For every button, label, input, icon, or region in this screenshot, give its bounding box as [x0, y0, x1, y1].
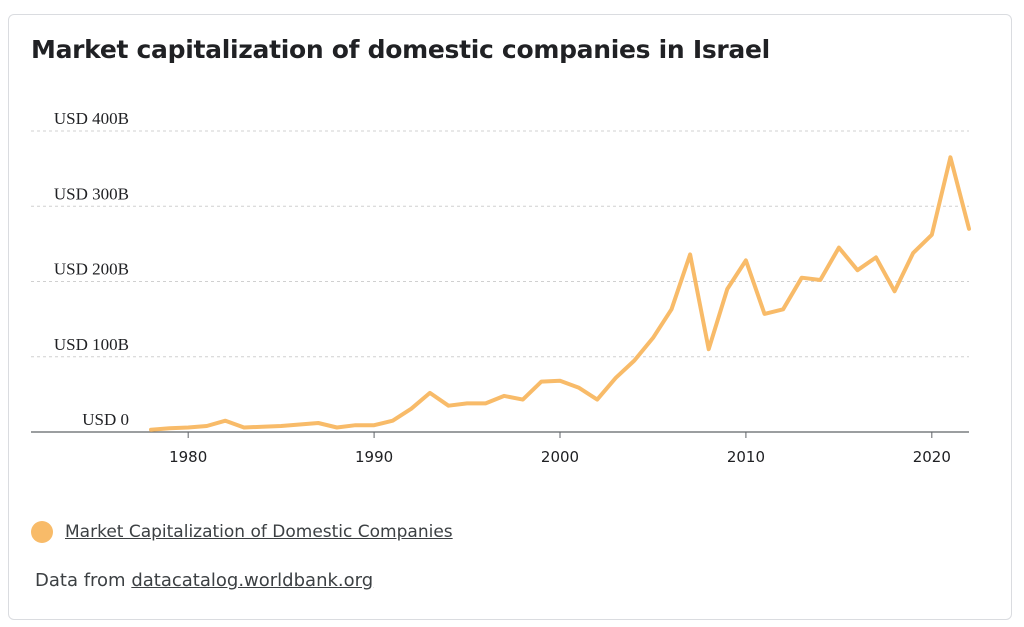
series-line	[149, 155, 971, 432]
source-link[interactable]: datacatalog.worldbank.org	[131, 570, 374, 591]
x-tick-label: 2020	[913, 448, 951, 466]
series-layer	[149, 155, 971, 432]
y-tick-label: USD 200B	[54, 260, 129, 279]
chart-card: Market capitalization of domestic compan…	[8, 14, 1012, 620]
line-chart: USD 0 USD 100B USD 200B USD 300B USD 400B 19…	[31, 109, 971, 466]
chart-title: Market capitalization of domestic compan…	[31, 35, 770, 64]
data-source: Data from datacatalog.worldbank.org	[35, 570, 373, 591]
x-tick-label: 1990	[355, 448, 393, 466]
y-axis-ticks: USD 0 USD 100B USD 200B USD 300B USD 400B	[54, 109, 129, 429]
gridlines	[31, 130, 969, 358]
legend-swatch	[31, 521, 53, 543]
y-tick-label: USD 100B	[54, 335, 129, 354]
legend-series-link[interactable]: Market Capitalization of Domestic Compan…	[65, 522, 453, 542]
x-tick-label: 2000	[541, 448, 579, 466]
x-tick-label: 2010	[727, 448, 765, 466]
y-tick-label: USD 0	[82, 410, 129, 429]
source-prefix: Data from	[35, 570, 126, 591]
x-axis-ticks: 1980 1990 2000 2010 2020	[169, 432, 951, 466]
y-tick-label: USD 400B	[54, 109, 129, 128]
x-tick-label: 1980	[169, 448, 207, 466]
legend: Market Capitalization of Domestic Compan…	[31, 521, 453, 543]
y-tick-label: USD 300B	[54, 184, 129, 203]
